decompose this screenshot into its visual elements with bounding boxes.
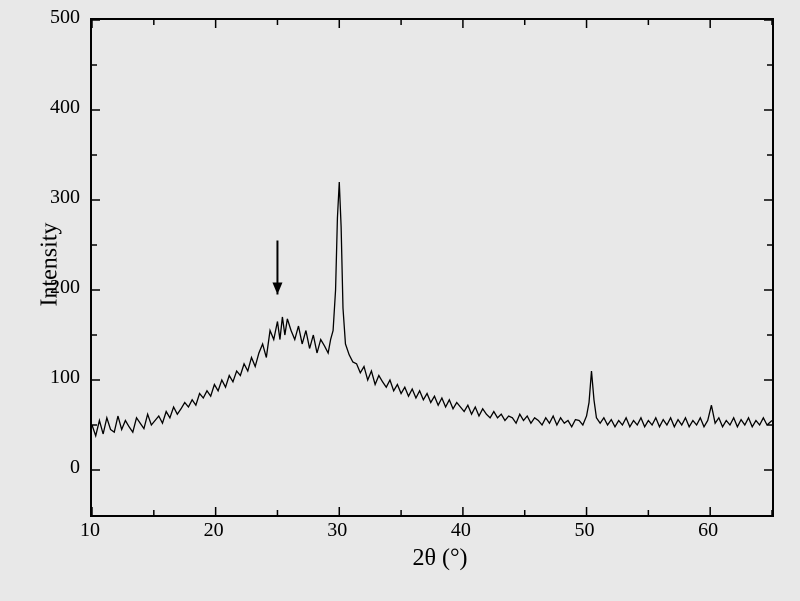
x-tick-label: 60 [688, 519, 728, 542]
y-tick-label: 0 [35, 456, 80, 479]
y-tick-label: 300 [35, 186, 80, 209]
y-tick-label: 100 [35, 366, 80, 389]
x-tick-label: 10 [70, 519, 110, 542]
x-axis-label: 2θ (°) [380, 545, 500, 572]
x-tick-label: 20 [194, 519, 234, 542]
xrd-chart: Intensity 2θ (°) 01002003004005001020304… [0, 0, 800, 601]
x-tick-label: 40 [441, 519, 481, 542]
x-tick-label: 30 [317, 519, 357, 542]
y-tick-label: 400 [35, 96, 80, 119]
y-tick-label: 200 [35, 276, 80, 299]
x-tick-label: 50 [565, 519, 605, 542]
plot-svg [92, 20, 772, 515]
y-tick-label: 500 [35, 6, 80, 29]
plot-area [90, 18, 774, 517]
